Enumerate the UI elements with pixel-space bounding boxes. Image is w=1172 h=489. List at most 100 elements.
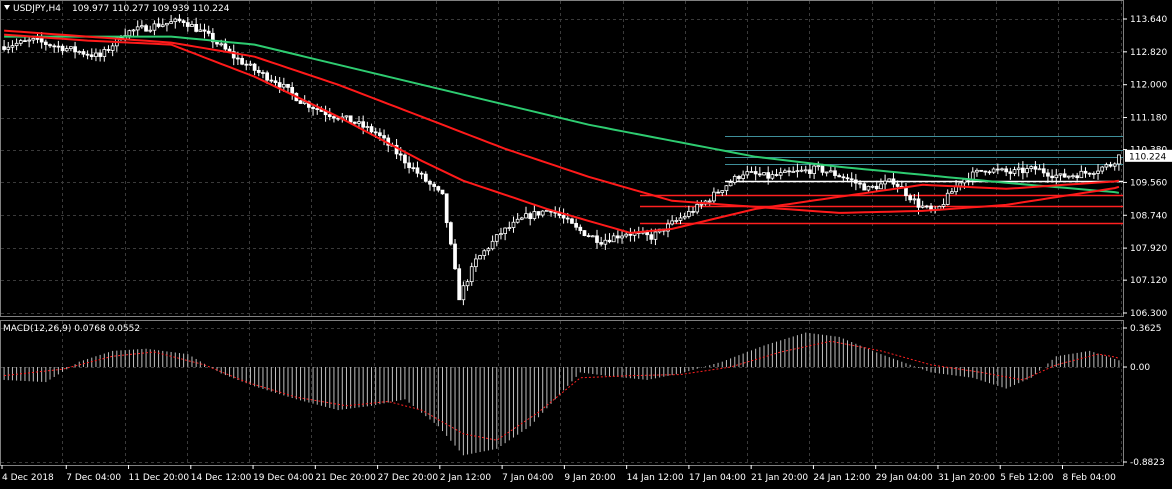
candle-body — [1012, 169, 1017, 174]
candle-body — [720, 190, 725, 194]
candle-body — [102, 49, 107, 57]
candle-body — [1033, 166, 1038, 170]
candle-body — [152, 23, 157, 31]
candle-body — [81, 51, 86, 55]
candle-body — [77, 51, 82, 53]
candle-body — [545, 209, 549, 212]
candle-body — [524, 213, 528, 219]
candle-body — [983, 170, 988, 173]
candle-body — [56, 45, 61, 48]
candle-body — [766, 172, 771, 179]
time-tick-label: 7 Dec 04:00 — [66, 473, 121, 483]
candle-body — [570, 218, 574, 224]
candle-body — [48, 44, 52, 47]
candle-body — [503, 227, 507, 234]
candle-body — [578, 226, 583, 231]
candle-body — [27, 39, 32, 42]
candle-body — [403, 154, 407, 164]
candle-body — [837, 175, 842, 178]
candle-body — [419, 172, 424, 175]
candle-body — [695, 203, 700, 213]
candle-body — [787, 170, 791, 173]
candle-body — [248, 63, 253, 66]
candle-body — [678, 217, 683, 221]
candle-body — [156, 23, 161, 27]
candle-body — [908, 195, 913, 201]
candle-body — [649, 234, 654, 240]
macd-tick-label: -0.8823 — [1130, 458, 1165, 468]
candle-body — [219, 43, 224, 46]
candle-body — [1108, 164, 1113, 167]
candle-body — [378, 132, 382, 136]
candle-body — [916, 198, 921, 208]
candle-body — [486, 248, 491, 252]
candle-body — [995, 168, 1000, 171]
candle-body — [148, 29, 153, 32]
candle-body — [979, 169, 983, 172]
candle-body — [185, 22, 190, 27]
candle-body — [327, 114, 332, 117]
candle-body — [89, 54, 94, 57]
candle-body — [841, 176, 846, 179]
candle-body — [465, 281, 470, 287]
candle-body — [1054, 174, 1059, 179]
candle-body — [611, 235, 616, 243]
candle-body — [1041, 168, 1046, 174]
time-tick-label: 8 Feb 04:00 — [1062, 473, 1116, 483]
candle-body — [1037, 168, 1042, 171]
candle-body — [628, 233, 633, 236]
candle-body — [311, 106, 315, 109]
candle-body — [198, 29, 203, 32]
candle-body — [845, 177, 850, 180]
candle-body — [110, 45, 115, 51]
candle-body — [958, 182, 963, 187]
candle-body — [444, 193, 449, 224]
candle-body — [511, 221, 516, 228]
candle-body — [515, 218, 520, 223]
candle-body — [160, 24, 165, 27]
candle-body — [920, 205, 925, 208]
candle-body — [1096, 170, 1100, 174]
price-axis: 113.640112.820112.000111.180110.380109.5… — [1123, 15, 1172, 319]
candle-body — [745, 171, 750, 176]
candle-body — [348, 115, 353, 123]
candle-body — [950, 191, 954, 194]
candle-body — [674, 220, 679, 222]
candle-body — [135, 26, 140, 31]
time-tick-label: 5 Feb 12:00 — [1000, 473, 1054, 483]
candle-body — [987, 171, 992, 174]
candle-body — [924, 205, 929, 208]
candle-body — [1075, 175, 1080, 179]
candle-body — [904, 186, 908, 197]
candle-body — [23, 40, 27, 42]
candle-body — [223, 43, 228, 50]
candle-body — [645, 231, 649, 236]
candle-body — [394, 144, 399, 155]
candle-body — [565, 217, 570, 220]
candle-body — [753, 171, 758, 175]
candle-body — [749, 171, 754, 173]
triangle-down-icon[interactable] — [4, 5, 10, 10]
candle-body — [686, 210, 691, 217]
candle-body — [244, 63, 249, 66]
candle-body — [236, 57, 240, 60]
candle-body — [298, 100, 303, 104]
candle-body — [215, 41, 219, 45]
candle-body — [127, 30, 132, 37]
candle-body — [494, 234, 499, 242]
time-tick-label: 11 Dec 20:00 — [129, 473, 190, 483]
candle-body — [60, 45, 65, 52]
candle-body — [820, 165, 825, 173]
candle-body — [561, 215, 566, 219]
price-tick-label: 112.820 — [1130, 48, 1167, 58]
candle-body — [1021, 167, 1025, 174]
candle-body — [423, 173, 428, 182]
candle-body — [883, 180, 887, 185]
candle-body — [265, 72, 269, 81]
candle-body — [382, 135, 386, 139]
candle-body — [478, 255, 482, 260]
time-tick-label: 17 Jan 04:00 — [689, 473, 746, 483]
time-tick-label: 31 Jan 20:00 — [938, 473, 995, 483]
candle-body — [14, 42, 19, 47]
